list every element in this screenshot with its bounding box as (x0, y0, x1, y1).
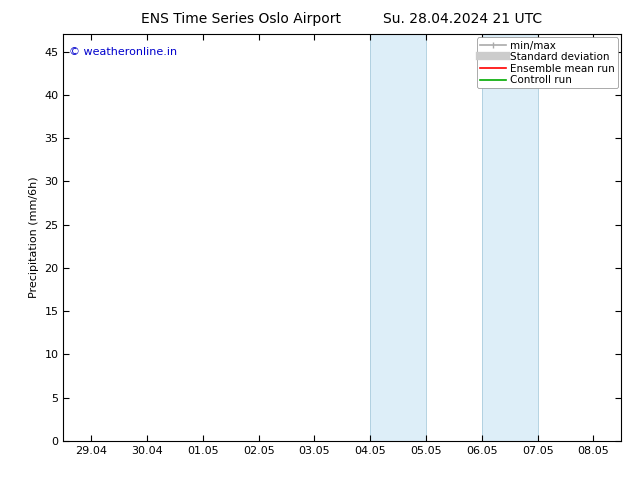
Bar (370, 34, 426, 441)
Text: Su. 28.04.2024 21 UTC: Su. 28.04.2024 21 UTC (384, 12, 542, 26)
Legend: min/max, Standard deviation, Ensemble mean run, Controll run: min/max, Standard deviation, Ensemble me… (477, 37, 618, 88)
Y-axis label: Precipitation (mm/6h): Precipitation (mm/6h) (29, 177, 39, 298)
Bar (482, 34, 538, 441)
Text: © weatheronline.in: © weatheronline.in (69, 47, 177, 56)
Text: ENS Time Series Oslo Airport: ENS Time Series Oslo Airport (141, 12, 341, 26)
